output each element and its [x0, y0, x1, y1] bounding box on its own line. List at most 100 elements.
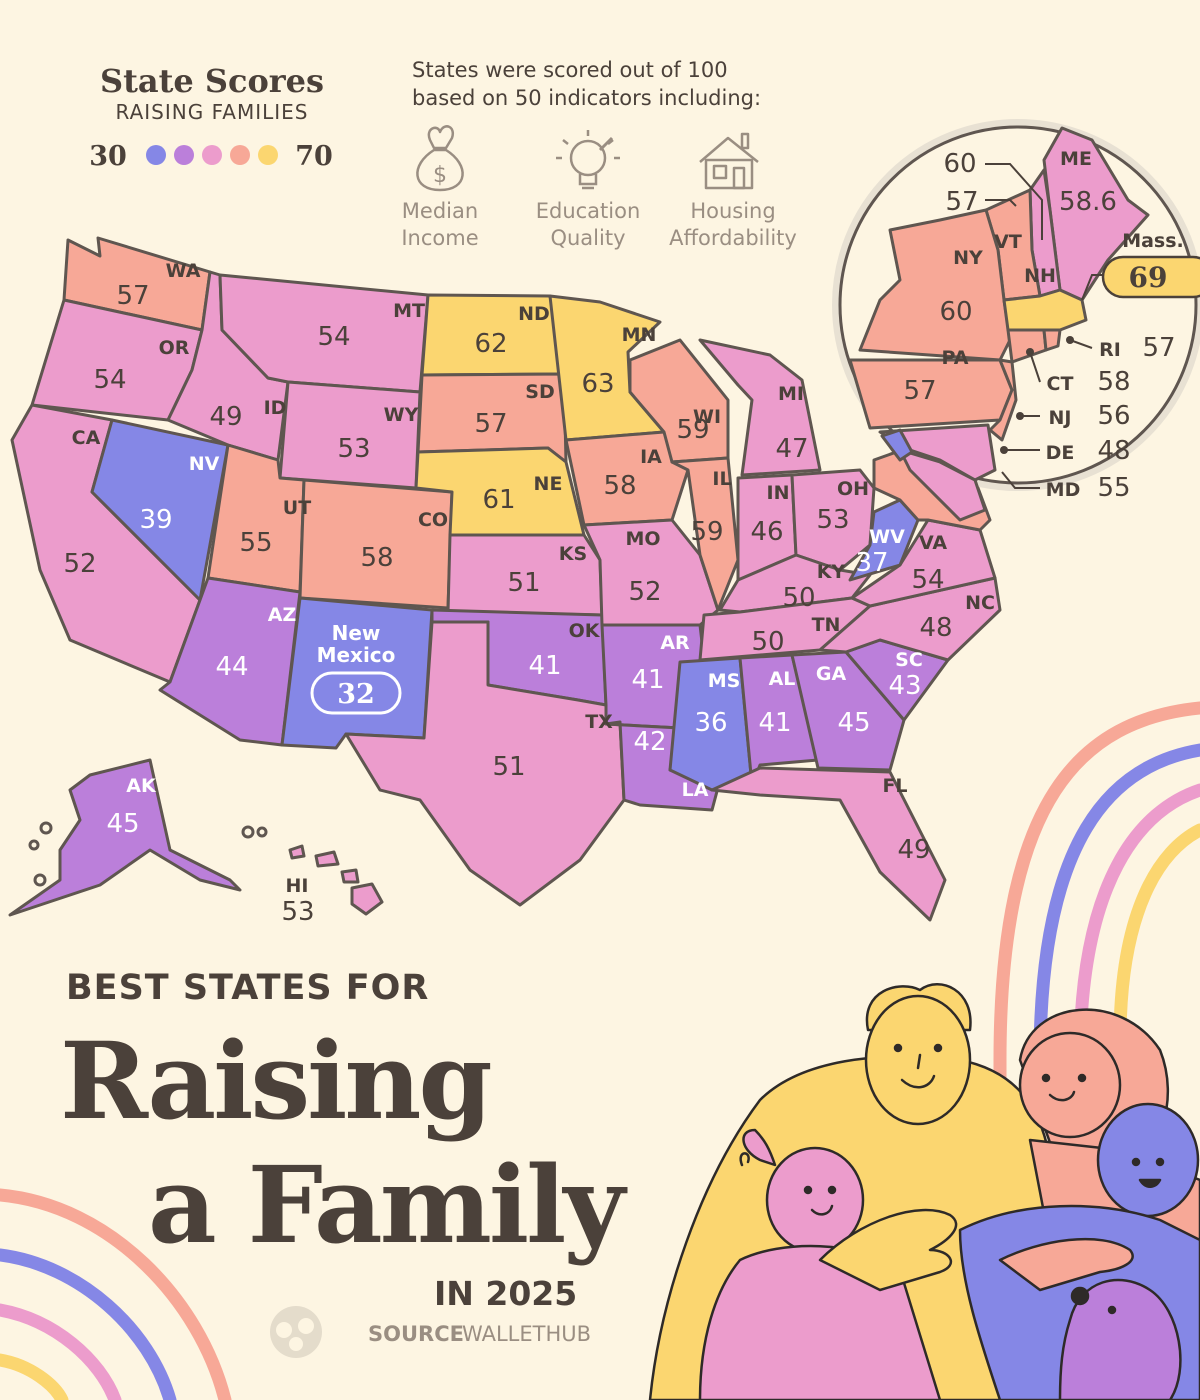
- label-score-AR: 41: [631, 665, 664, 695]
- label-score-OH: 53: [816, 505, 849, 535]
- label-score-AL: 41: [758, 708, 791, 738]
- state-IA[interactable]: [564, 430, 690, 527]
- label-score-NV: 39: [139, 505, 172, 535]
- label-score-TX: 51: [492, 752, 525, 782]
- svg-text:$: $: [433, 163, 447, 188]
- inset-state-VA[interactable]: [898, 448, 987, 522]
- indicator-3-line2: Affordability: [669, 226, 797, 250]
- boy-eye: [1155, 1157, 1165, 1167]
- state-IL[interactable]: [670, 456, 740, 612]
- inset-score-NY: 60: [939, 297, 972, 327]
- label-code-IN: IN: [767, 482, 790, 504]
- lightbulb-icon: [556, 130, 620, 190]
- decorative-arcs: [0, 701, 1200, 1400]
- label-score-MS: 36: [694, 708, 727, 738]
- source-name: WALLETHUB: [462, 1322, 591, 1346]
- label-code-GA: GA: [816, 663, 847, 685]
- family-illustration: [648, 983, 1200, 1400]
- label-code-NE: NE: [534, 473, 563, 495]
- label-code-SC: SC: [895, 649, 923, 671]
- state-HI-island-1[interactable]: [288, 844, 306, 860]
- arc-yellow-left: [0, 1353, 69, 1400]
- inset-state-NJ[interactable]: [988, 358, 1018, 442]
- inset-state-WV[interactable]: [880, 428, 914, 462]
- label-score-ID: 49: [209, 402, 242, 432]
- legend-swatch-yellow: [258, 145, 278, 165]
- legend-min-label: 30: [89, 141, 127, 172]
- state-FL[interactable]: [710, 766, 947, 922]
- legend-subtitle: RAISING FAMILIES: [116, 100, 309, 124]
- label-code-IA: IA: [640, 446, 662, 468]
- title-block: BEST STATES FOR Raising a Family IN 2025: [60, 968, 631, 1313]
- label-code-ND: ND: [518, 303, 550, 325]
- title-line1: Raising: [60, 1018, 490, 1143]
- source: SOURCE WALLETHUB: [270, 1306, 591, 1358]
- boy-eye: [1131, 1157, 1141, 1167]
- state-AZ[interactable]: [158, 576, 302, 747]
- inset-code-NJ: NJ: [1049, 407, 1072, 429]
- label-code-LA: LA: [682, 779, 709, 801]
- label-score-UT: 55: [239, 528, 272, 558]
- boy-mouth: [1138, 1178, 1162, 1188]
- label-score-HI: 53: [281, 897, 314, 927]
- inset-code-DE: DE: [1046, 442, 1075, 464]
- dad-smile: [900, 1074, 936, 1089]
- arc-blue-right: [1033, 743, 1200, 1127]
- label-code-WI: WI: [693, 406, 721, 428]
- girl-smile: [810, 1204, 834, 1216]
- label-score-IL: 59: [690, 517, 723, 547]
- state-HI-island-2[interactable]: [314, 850, 340, 868]
- label-code-MO: MO: [625, 528, 660, 550]
- island: [256, 826, 268, 838]
- label-score-ND: 62: [474, 329, 507, 359]
- label-score-CA: 52: [63, 549, 96, 579]
- title-line2: a Family: [148, 1142, 628, 1267]
- label-code-OK: OK: [569, 620, 601, 642]
- methodology: States were scored out of 100 based on 5…: [401, 58, 796, 250]
- label-score-NE: 61: [482, 485, 515, 515]
- mom-eye: [1041, 1073, 1051, 1083]
- methodology-line1: States were scored out of 100: [412, 58, 728, 82]
- state-HI-island-4[interactable]: [350, 882, 384, 916]
- label-score-MT: 54: [317, 322, 350, 352]
- indicator-1-line2: Income: [401, 226, 478, 250]
- label-score-TN: 50: [751, 627, 784, 657]
- leader-dot: [1066, 336, 1074, 344]
- leader-dot: [1000, 446, 1008, 454]
- state-MI[interactable]: [698, 338, 822, 477]
- label-score-WI: 59: [676, 415, 709, 445]
- legend-swatch-blue: [146, 145, 166, 165]
- title-year: IN 2025: [434, 1274, 577, 1313]
- dad-hand: [818, 1208, 958, 1292]
- label-score-IN: 46: [750, 517, 783, 547]
- label-score-CO: 58: [360, 543, 393, 573]
- mass-score-pill: [1101, 255, 1200, 299]
- label-code-KY: KY: [817, 561, 846, 583]
- legend-swatch-pink: [202, 145, 222, 165]
- leader-dot: [1016, 412, 1024, 420]
- state-HI-island-3[interactable]: [340, 868, 360, 884]
- legend-max-label: 70: [295, 141, 333, 172]
- girl-eye: [803, 1185, 813, 1195]
- label-code-MI: MI: [778, 383, 804, 405]
- label-code-CO: CO: [418, 509, 448, 531]
- label-score-KS: 51: [507, 568, 540, 598]
- inset-outside-score-VT: 60: [943, 149, 976, 179]
- label-score-AZ: 44: [215, 652, 248, 682]
- label-code-TN: TN: [812, 614, 841, 636]
- inset-state-RI[interactable]: [1042, 328, 1062, 352]
- inset-code-PA: PA: [942, 347, 969, 369]
- label-score-OR: 54: [93, 365, 126, 395]
- label-code-AL: AL: [769, 668, 796, 690]
- label-score-SD: 57: [474, 409, 507, 439]
- arc-salmon-right: [993, 701, 1200, 1157]
- label-code-NC: NC: [965, 592, 995, 614]
- label-code-WA: WA: [166, 260, 201, 282]
- label-code-AK: AK: [126, 775, 157, 797]
- indicator-1-line1: Median: [402, 199, 478, 223]
- girl-bow: [739, 1152, 750, 1167]
- state-AK[interactable]: [8, 758, 242, 917]
- legend-swatch-salmon: [230, 145, 250, 165]
- state-TX[interactable]: [344, 620, 626, 907]
- logo-icon: [270, 1306, 322, 1358]
